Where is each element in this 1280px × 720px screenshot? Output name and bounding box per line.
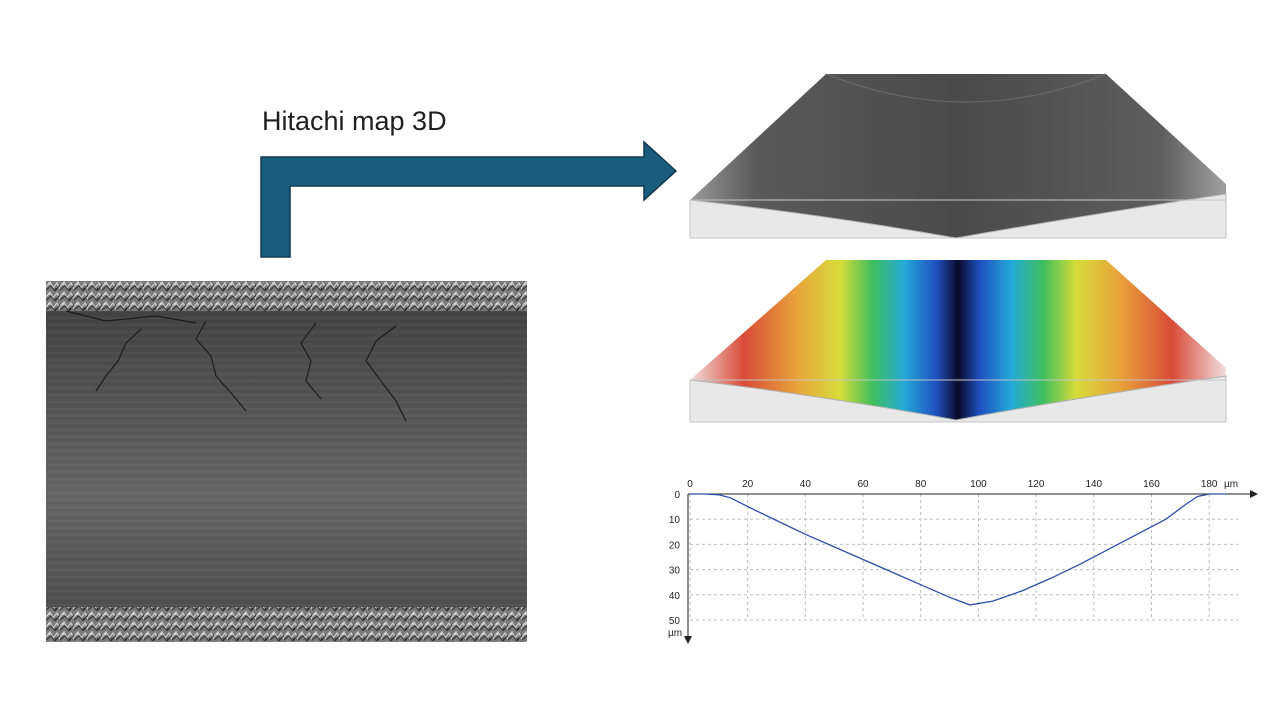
- x-tick-label: 140: [1085, 479, 1102, 490]
- x-tick-label: 0: [687, 479, 693, 490]
- y-tick-label: 40: [669, 591, 681, 602]
- bent-arrow-shape: [260, 140, 678, 258]
- y-tick-label: 0: [674, 490, 680, 501]
- profile-line: [690, 493, 1227, 606]
- x-axis-arrow-icon: [1250, 490, 1258, 498]
- y-tick-label: 10: [669, 515, 681, 526]
- 3d-surface-model-colormap: [689, 260, 1227, 423]
- x-tick-label: 160: [1143, 479, 1160, 490]
- x-tick-label: 40: [800, 479, 812, 490]
- y-unit-label: µm: [668, 628, 682, 639]
- slide-title: Hitachi map 3D: [262, 106, 447, 136]
- surface-cracks: [65, 310, 407, 422]
- x-tick-label: 60: [857, 479, 869, 490]
- rough-edge-top: [46, 281, 527, 311]
- rough-edge-bottom: [46, 607, 527, 642]
- sem-micrograph: [46, 281, 527, 642]
- 3d-surface-model-gray: [689, 73, 1227, 239]
- chart-grid: [689, 494, 1238, 621]
- x-unit-label: µm: [1224, 479, 1238, 490]
- x-tick-label: 20: [742, 479, 754, 490]
- bent-arrow-icon: [260, 140, 678, 258]
- x-tick-label: 120: [1028, 479, 1045, 490]
- y-axis-arrow-icon: [684, 636, 692, 644]
- y-tick-label: 30: [669, 566, 681, 577]
- x-tick-label: 100: [970, 479, 987, 490]
- y-tick-label: 50: [669, 616, 681, 627]
- x-tick-label: 180: [1201, 479, 1218, 490]
- x-tick-label: 80: [915, 479, 927, 490]
- y-tick-label: 20: [669, 540, 681, 551]
